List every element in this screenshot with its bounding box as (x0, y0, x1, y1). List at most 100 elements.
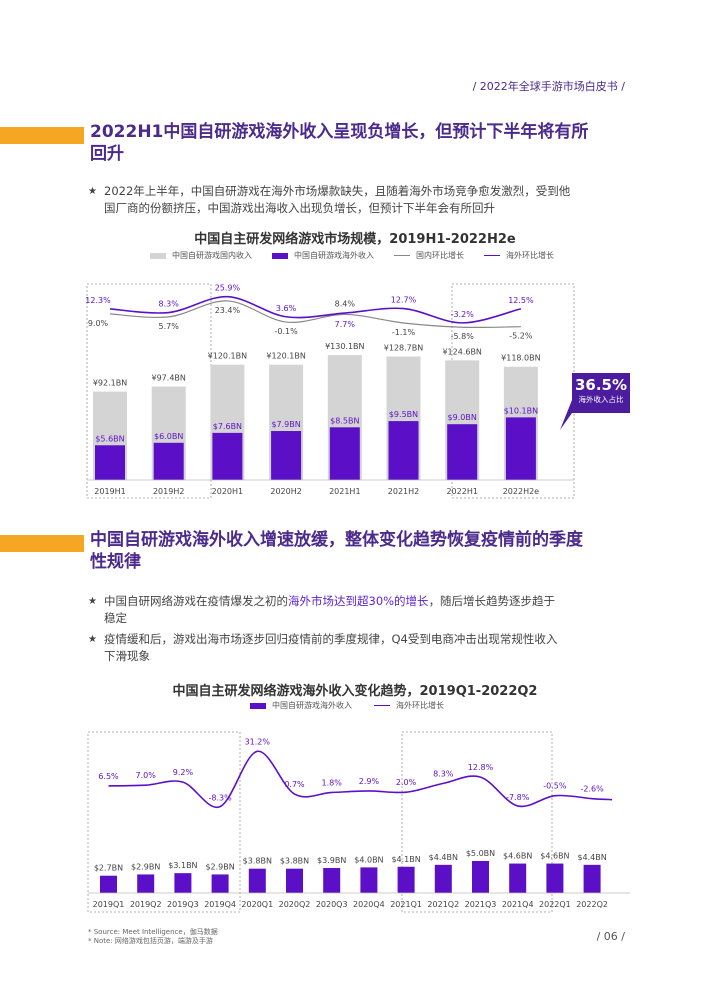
legend-swatch-domestic-growth (394, 254, 410, 257)
section2-bullet-1-line1: 中国自研网络游戏在疫情爆发之初的海外市场达到超30%的增长，随后增长趋势逐步趋于 (88, 593, 648, 610)
label-domestic-growth: -5.8% (451, 332, 475, 341)
overseas-share-callout: 36.5% 海外收入占比 (572, 373, 630, 413)
tick-label-q: 2022Q1 (539, 900, 571, 909)
label-growth-q: 31.2% (245, 737, 271, 746)
tick-label: 2020H1 (212, 487, 243, 496)
label-growth-q: 6.5% (98, 772, 119, 781)
bullet-highlight: 海外市场达到超30%的增长 (288, 594, 429, 608)
label-domestic-growth: -0.1% (274, 327, 298, 336)
label-growth-q: -8.3% (208, 794, 232, 803)
label-overseas-growth: 3.6% (276, 304, 297, 313)
bar-overseas-q (100, 875, 117, 893)
bar-overseas-q (211, 874, 229, 893)
section-accent-bar-2 (0, 535, 84, 552)
group-box-2021q (401, 731, 553, 913)
label-overseas-q: $5.0BN (466, 849, 495, 858)
label-overseas-q: $4.4BN (577, 853, 606, 862)
bar-overseas (271, 431, 302, 480)
tick-label-q: 2019Q4 (204, 900, 236, 909)
section1-bullet-1-line2: 国厂商的份额挤压，中国游戏出海收入出现负增长，但预计下半年会有所回升 (104, 201, 495, 215)
label-domestic: ¥130.1BN (325, 342, 364, 351)
bar-overseas-q (397, 866, 415, 893)
chart2-legend: 中国自研游戏海外收入 海外环比增长 (250, 700, 444, 711)
bar-overseas-q (286, 868, 303, 893)
tick-label: 2021H1 (329, 487, 360, 496)
section2-bullet-1-line2: 稳定 (104, 611, 127, 625)
legend-swatch-overseas-growth (484, 254, 500, 257)
label-domestic-growth: 8.4% (335, 299, 356, 308)
chart1: ¥92.1BN $5.6BN 2019H1 ¥97.4BN $6.0BN 2019H2 ¥1… (85, 283, 575, 499)
bar-overseas-q (360, 867, 378, 893)
tick-label: 2021H2 (388, 487, 419, 496)
label-growth-q: 1.8% (322, 778, 343, 787)
label-overseas-q: $3.1BN (168, 861, 197, 870)
section2-bullet-2: ★ 疫情缓和后，游戏出海市场逐步回归疫情前的季度规律，Q4受到电商冲击出现常规性… (88, 631, 648, 665)
tick-label-q: 2021Q3 (465, 900, 497, 909)
label-overseas: $7.6BN (213, 422, 242, 431)
tick-label: 2022H1 (446, 487, 477, 496)
label-domestic: ¥124.6BN (442, 347, 481, 356)
section1-bullet-1-line1: 2022年上半年，中国自研游戏在海外市场爆款缺失，且随着海外市场竞争愈发激烈，受… (104, 184, 571, 198)
section1-title-line2: 回升 (90, 144, 124, 164)
line-overseas-growth-q (108, 750, 613, 808)
label-overseas-q: $2.9BN (205, 862, 234, 871)
legend-label-domestic: 中国自研游戏国内收入 (172, 251, 252, 260)
callout-value: 36.5% (574, 376, 628, 394)
group-box-2019q (87, 731, 241, 913)
chart1-title: 中国自主研发网络游戏市场规模，2019H1-2022H2e (194, 232, 516, 247)
bar-overseas (388, 421, 419, 480)
star-icon: ★ (88, 186, 97, 197)
page-number: / 06 / (596, 930, 625, 943)
section2-title: 中国自研游戏海外收入增速放缓，整体变化趋势恢复疫情前的季度 性规律 (90, 529, 650, 573)
tick-label-q: 2022Q2 (576, 900, 608, 909)
legend-swatch-domestic (150, 252, 166, 259)
tick-label-q: 2020Q4 (353, 900, 385, 909)
label-overseas-q: $3.9BN (317, 856, 346, 865)
line-overseas-growth (109, 295, 522, 324)
label-domestic: ¥97.4BN (152, 373, 186, 382)
section2-title-line2: 性规律 (90, 552, 141, 572)
tick-label: 2019H1 (94, 487, 125, 496)
tick-label: 2019H2 (153, 487, 184, 496)
label-growth-q: 0.7% (284, 780, 305, 789)
legend-swatch-overseas-q (250, 702, 266, 709)
legend-label-overseas-growth-q: 海外环比增长 (396, 701, 444, 710)
label-growth-q: -0.5% (543, 782, 567, 791)
label-domestic: ¥120.1BN (266, 352, 305, 361)
section1-bullet-1: ★ 2022年上半年，中国自研游戏在海外市场爆款缺失，且随着海外市场竞争愈发激烈… (88, 183, 648, 217)
bar-overseas-q (546, 863, 564, 893)
bar-overseas-q (323, 868, 341, 893)
label-overseas: $10.1BN (504, 406, 538, 415)
label-domestic-growth: 9.0% (88, 319, 109, 328)
bar-overseas (505, 417, 536, 480)
tick-label-q: 2019Q1 (93, 900, 125, 909)
bar-overseas-q (583, 864, 601, 893)
tick-label-q: 2021Q1 (390, 900, 422, 909)
bar-overseas-q (174, 873, 192, 893)
label-overseas: $9.0BN (448, 413, 477, 422)
section2-bullet-2-line2: 下滑现象 (104, 649, 150, 663)
label-overseas-growth: 8.3% (159, 300, 180, 309)
footer-note: * Note: 网络游戏包括页游，端游及手游 (88, 937, 213, 945)
bullet-text: ，随后增长趋势逐步趋于 (428, 594, 556, 608)
tick-label-q: 2021Q4 (502, 900, 534, 909)
legend-swatch-overseas (272, 252, 288, 259)
bar-overseas-q (472, 861, 489, 893)
callout-label: 海外收入占比 (578, 395, 624, 404)
legend-label-overseas-q: 中国自研游戏海外收入 (272, 701, 352, 710)
label-overseas: $9.5BN (389, 410, 418, 419)
label-growth-q: 9.2% (173, 768, 194, 777)
bar-overseas (447, 424, 478, 480)
bar-overseas (329, 427, 360, 480)
label-growth-q: -2.6% (580, 785, 604, 794)
label-overseas-q: $3.8BN (280, 857, 309, 866)
group-box-2019 (86, 283, 212, 499)
bar-overseas (153, 442, 184, 480)
tick-label-q: 2019Q3 (167, 900, 199, 909)
label-overseas-growth: 12.7% (391, 296, 417, 305)
label-overseas-growth: -3.2% (451, 310, 475, 319)
bullet-text: 中国自研网络游戏在疫情爆发之初的 (104, 594, 288, 608)
bar-overseas-q (248, 868, 266, 893)
label-overseas-q: $4.4BN (429, 853, 458, 862)
label-overseas-q: $4.0BN (354, 855, 383, 864)
